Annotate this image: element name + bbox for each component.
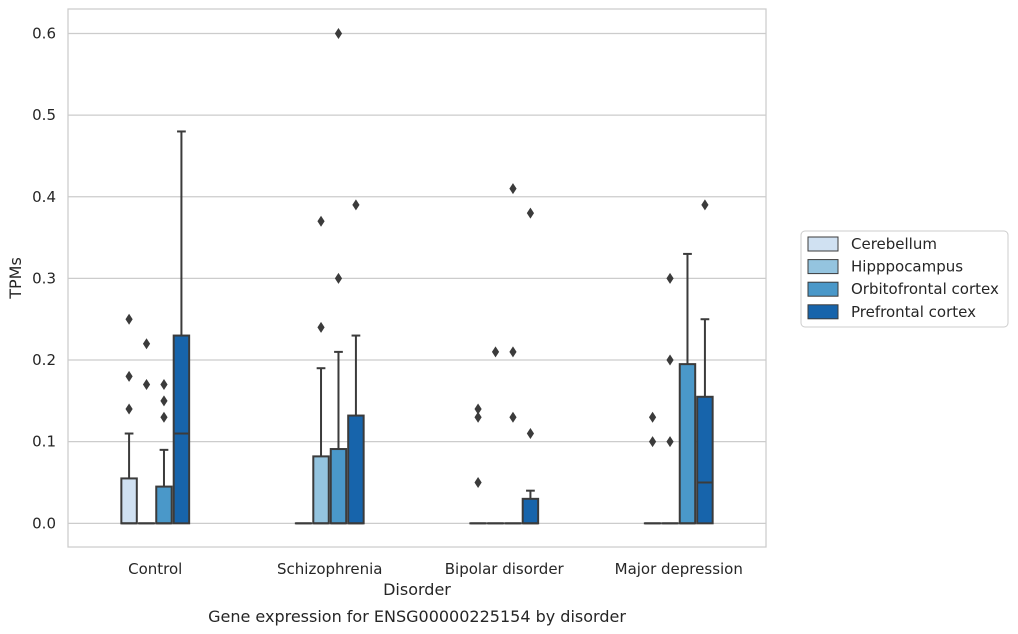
outlier-point bbox=[317, 321, 325, 333]
outlier-point bbox=[142, 338, 151, 350]
box-body bbox=[347, 414, 365, 525]
outlier-points bbox=[125, 27, 709, 489]
box-body bbox=[329, 448, 348, 525]
outlier-point bbox=[648, 436, 657, 448]
box-orbitofrontal-cortex bbox=[678, 252, 697, 525]
outlier-point bbox=[474, 477, 482, 489]
legend-label: Cerebellum bbox=[851, 235, 937, 253]
box-prefrontal-cortex bbox=[521, 489, 540, 525]
y-tick-label: 0.2 bbox=[32, 351, 56, 369]
box-body bbox=[696, 395, 714, 525]
box-body bbox=[521, 497, 540, 525]
outlier-point bbox=[317, 215, 325, 227]
outlier-point bbox=[526, 207, 535, 219]
legend-label: Orbitofrontal cortex bbox=[851, 280, 999, 298]
x-tick-label: Control bbox=[128, 560, 182, 578]
x-tick-labels: Control Schizophrenia Bipolar disorder Majo… bbox=[128, 560, 743, 578]
y-tick-label: 0.0 bbox=[32, 514, 56, 532]
y-tick-label: 0.6 bbox=[32, 24, 56, 42]
chart-caption: Gene expression for ENSG00000225154 by d… bbox=[208, 607, 626, 626]
outlier-point bbox=[334, 27, 343, 39]
box-hipppocampus bbox=[312, 367, 330, 525]
outlier-point bbox=[474, 403, 482, 415]
outlier-point bbox=[491, 346, 500, 358]
outlier-point bbox=[125, 370, 133, 382]
y-axis-title: TPMs bbox=[6, 257, 25, 300]
box-prefrontal-cortex bbox=[347, 334, 365, 525]
outlier-point bbox=[509, 411, 517, 423]
outlier-point bbox=[352, 199, 360, 211]
outlier-point bbox=[666, 272, 674, 284]
y-tick-label: 0.4 bbox=[32, 188, 56, 206]
box-series bbox=[120, 130, 714, 525]
gridlines bbox=[68, 32, 766, 524]
outlier-point bbox=[526, 428, 535, 440]
outlier-point bbox=[160, 395, 168, 407]
x-tick-label: Major depression bbox=[615, 560, 743, 578]
box-body bbox=[155, 485, 173, 525]
box-cerebellum bbox=[120, 432, 138, 525]
y-tick-labels: 0.0 0.1 0.2 0.3 0.4 0.5 0.6 bbox=[32, 24, 56, 532]
outlier-point bbox=[509, 183, 517, 195]
y-tick-label: 0.3 bbox=[32, 269, 56, 287]
outlier-point bbox=[509, 346, 517, 358]
outlier-point bbox=[142, 379, 151, 391]
legend-label: Hipppocampus bbox=[851, 258, 963, 276]
box-body bbox=[172, 334, 191, 525]
legend-swatch bbox=[807, 281, 839, 297]
x-tick-label: Schizophrenia bbox=[277, 560, 382, 578]
legend-swatch bbox=[807, 259, 839, 275]
box-orbitofrontal-cortex bbox=[155, 448, 173, 525]
box-prefrontal-cortex bbox=[696, 318, 714, 525]
box-orbitofrontal-cortex bbox=[329, 350, 348, 525]
y-tick-label: 0.5 bbox=[32, 106, 56, 124]
outlier-point bbox=[666, 354, 674, 366]
outlier-point bbox=[160, 379, 168, 391]
outlier-point bbox=[160, 411, 168, 423]
x-tick-label: Bipolar disorder bbox=[445, 560, 565, 578]
box-body bbox=[678, 363, 697, 525]
outlier-point bbox=[474, 411, 482, 423]
legend-swatch bbox=[807, 304, 839, 320]
legend: Cerebellum Hipppocampus Orbitofrontal cort… bbox=[800, 230, 1009, 328]
outlier-point bbox=[125, 403, 133, 415]
outlier-point bbox=[701, 199, 709, 211]
legend-swatch bbox=[807, 236, 839, 252]
outlier-point bbox=[125, 313, 133, 325]
box-prefrontal-cortex bbox=[172, 130, 191, 525]
outlier-point bbox=[334, 272, 343, 284]
legend-frame bbox=[800, 230, 1009, 328]
box-body bbox=[120, 477, 138, 525]
y-tick-label: 0.1 bbox=[32, 433, 56, 451]
outlier-point bbox=[648, 411, 657, 423]
box-body bbox=[312, 455, 330, 525]
plot-frame bbox=[67, 8, 767, 548]
outlier-point bbox=[666, 436, 674, 448]
legend-label: Prefrontal cortex bbox=[851, 303, 976, 321]
x-axis-title: Disorder bbox=[383, 580, 451, 599]
